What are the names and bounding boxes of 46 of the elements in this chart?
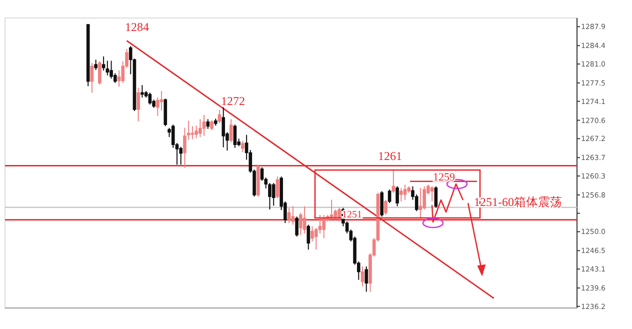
candlestick (110, 60, 113, 80)
candlestick (210, 120, 214, 130)
candlestick (140, 84, 144, 98)
annotation: 1272 (221, 94, 245, 108)
annotation: 1284 (125, 20, 149, 34)
candlestick (233, 124, 237, 148)
annotation: 1259 (433, 172, 456, 184)
candlestick (106, 60, 110, 76)
candlestick (360, 266, 364, 287)
candlestick (322, 214, 326, 239)
candlestick (302, 206, 306, 234)
candlestick (136, 87, 140, 122)
candlestick (206, 118, 210, 130)
candlestick (229, 118, 233, 143)
candlestick (418, 187, 422, 220)
candlestick (399, 187, 403, 202)
candlestick (364, 266, 368, 292)
candlestick (396, 186, 399, 207)
candlestick (202, 114, 206, 136)
candlestick (291, 206, 295, 226)
candlestick (102, 56, 106, 71)
candlestick (414, 194, 418, 212)
candlestick (241, 140, 244, 153)
candlestick (306, 224, 310, 250)
candlestick (179, 146, 183, 166)
candlestick (260, 166, 264, 182)
candlestick (392, 168, 396, 194)
candlestick (295, 216, 298, 238)
candlestick (276, 176, 280, 199)
candlestick (117, 70, 121, 88)
candlestick (94, 59, 98, 70)
candlestick (430, 186, 434, 202)
candlestick (384, 199, 388, 216)
candlestick (434, 186, 438, 208)
candlestick (148, 92, 152, 106)
annotation: 1261 (378, 149, 402, 163)
candlestick (272, 182, 276, 206)
candlestick (388, 189, 392, 204)
candlestick (380, 190, 384, 218)
candlestick (98, 60, 102, 86)
candlestick (403, 184, 407, 200)
candlestick (160, 90, 164, 112)
candlestick (318, 214, 322, 234)
candlestick (198, 118, 202, 138)
candlestick (222, 106, 226, 148)
candlestick (338, 207, 341, 222)
